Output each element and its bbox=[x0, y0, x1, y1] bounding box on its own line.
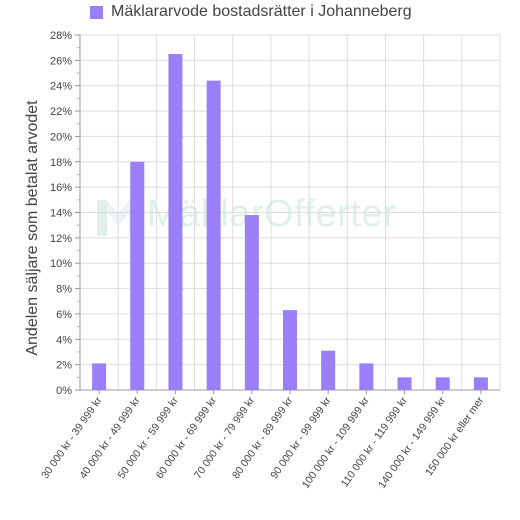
y-tick-label: 0% bbox=[56, 385, 72, 397]
y-tick-label: 28% bbox=[50, 30, 72, 42]
y-tick-label: 14% bbox=[50, 208, 72, 220]
bar bbox=[168, 54, 183, 391]
x-tick-label: 100 000 kr - 109 999 kr bbox=[300, 394, 372, 490]
legend-swatch bbox=[90, 5, 103, 19]
y-tick-label: 18% bbox=[50, 157, 72, 169]
y-tick-label: 22% bbox=[50, 106, 72, 118]
x-tick-label: 110 000 kr - 119 999 kr bbox=[339, 394, 410, 489]
y-tick-label: 24% bbox=[50, 81, 72, 93]
y-tick-label: 6% bbox=[56, 309, 72, 321]
bar bbox=[359, 363, 374, 390]
legend-label: Mäklararvode bostadsrätter i Johanneberg bbox=[111, 3, 412, 20]
y-tick-label: 20% bbox=[50, 131, 72, 143]
bar bbox=[130, 161, 145, 390]
y-tick-label: 2% bbox=[56, 360, 72, 372]
y-tick-label: 10% bbox=[50, 258, 72, 270]
y-tick-label: 4% bbox=[56, 334, 72, 346]
bar bbox=[435, 377, 450, 390]
x-tick-label: 140 000 kr - 149 999 kr bbox=[376, 394, 448, 490]
y-tick-label: 26% bbox=[50, 55, 72, 67]
bar bbox=[283, 310, 297, 390]
bar bbox=[473, 377, 488, 390]
y-tick-label: 8% bbox=[56, 284, 72, 296]
bar bbox=[244, 215, 259, 390]
chart-legend: Mäklararvode bostadsrätter i Johanneberg bbox=[90, 2, 412, 22]
bar bbox=[206, 80, 221, 391]
y-tick-label: 16% bbox=[50, 182, 72, 194]
y-tick-label: 12% bbox=[50, 233, 72, 245]
bar bbox=[397, 377, 412, 390]
bar bbox=[321, 350, 336, 390]
bar bbox=[92, 363, 107, 390]
